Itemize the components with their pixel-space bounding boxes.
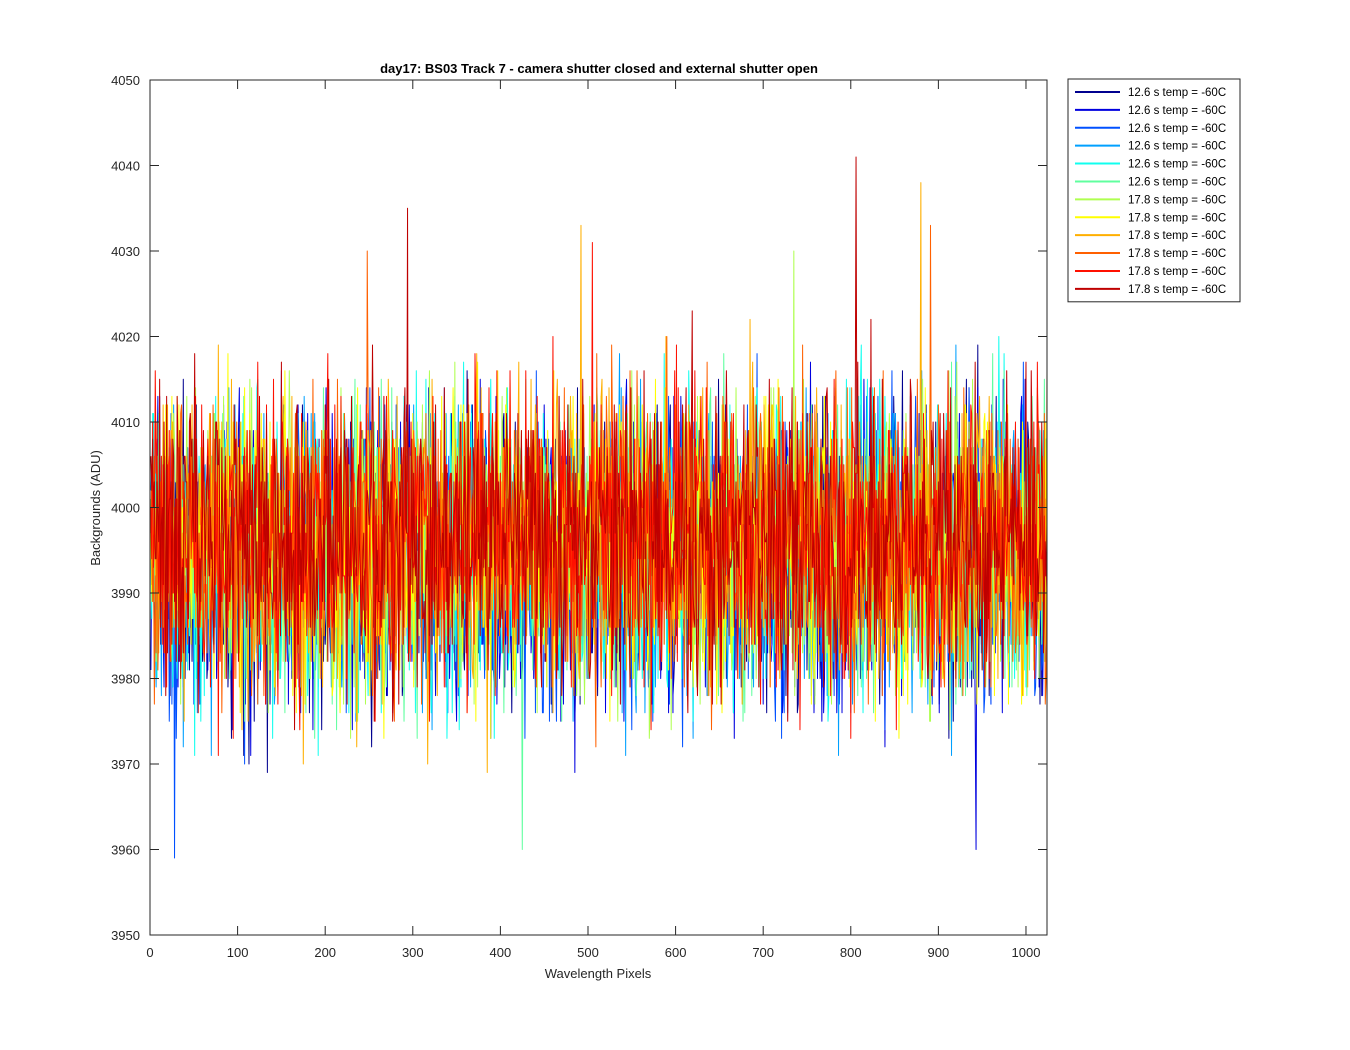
x-tick-label: 700: [752, 945, 774, 960]
legend: 12.6 s temp = -60C 12.6 s temp = -60C 12.6…: [1067, 78, 1241, 303]
x-tick-label: 100: [227, 945, 249, 960]
x-tick-label: 800: [840, 945, 862, 960]
series-lines: [150, 156, 1047, 859]
legend-box: [1067, 78, 1241, 303]
plot-area: 0 100 200 300 400 500 600 700 800 900 1000 3950 3960…: [111, 73, 1048, 960]
legend-label: 17.8 s temp = -60C: [1128, 212, 1226, 224]
chart-title: day17: BS03 Track 7 - camera shutter clo…: [380, 61, 818, 76]
x-axis-label: Wavelength Pixels: [545, 966, 652, 981]
x-tick-label: 300: [402, 945, 424, 960]
y-tick-label: 3970: [111, 757, 140, 772]
legend-label: 12.6 s temp = -60C: [1128, 159, 1226, 171]
x-tick-label: 500: [577, 945, 599, 960]
legend-label: 17.8 s temp = -60C: [1128, 266, 1226, 278]
y-tick-label: 4010: [111, 415, 140, 430]
legend-label: 12.6 s temp = -60C: [1128, 141, 1226, 153]
y-tick-label: 4040: [111, 159, 140, 174]
series-line-12: [150, 156, 1047, 731]
legend-label: 17.8 s temp = -60C: [1128, 248, 1226, 260]
y-tick-label: 3960: [111, 843, 140, 858]
y-tick-label: 4020: [111, 330, 140, 345]
y-tick-label: 3990: [111, 586, 140, 601]
y-tick-label: 3980: [111, 672, 140, 687]
legend-label: 12.6 s temp = -60C: [1128, 123, 1226, 135]
legend-label: 17.8 s temp = -60C: [1128, 194, 1226, 206]
x-tick-label: 900: [928, 945, 950, 960]
y-tick-label: 4000: [111, 501, 140, 516]
x-tick-label: 400: [490, 945, 512, 960]
x-tick-label: 1000: [1012, 945, 1041, 960]
legend-label: 17.8 s temp = -60C: [1128, 284, 1226, 296]
y-tick-label: 4050: [111, 73, 140, 88]
x-tick-label: 200: [314, 945, 336, 960]
legend-label: 12.6 s temp = -60C: [1128, 105, 1226, 117]
y-axis-label: Backgrounds (ADU): [88, 450, 103, 566]
legend-label: 12.6 s temp = -60C: [1128, 176, 1226, 188]
legend-label: 12.6 s temp = -60C: [1128, 87, 1226, 99]
x-tick-label: 0: [146, 945, 153, 960]
legend-label: 17.8 s temp = -60C: [1128, 230, 1226, 242]
axes: 0 100 200 300 400 500 600 700 800 900 1000 3950 3960…: [111, 73, 1048, 960]
y-tick-label: 4030: [111, 244, 140, 259]
x-tick-label: 600: [665, 945, 687, 960]
y-tick-label: 3950: [111, 928, 140, 943]
